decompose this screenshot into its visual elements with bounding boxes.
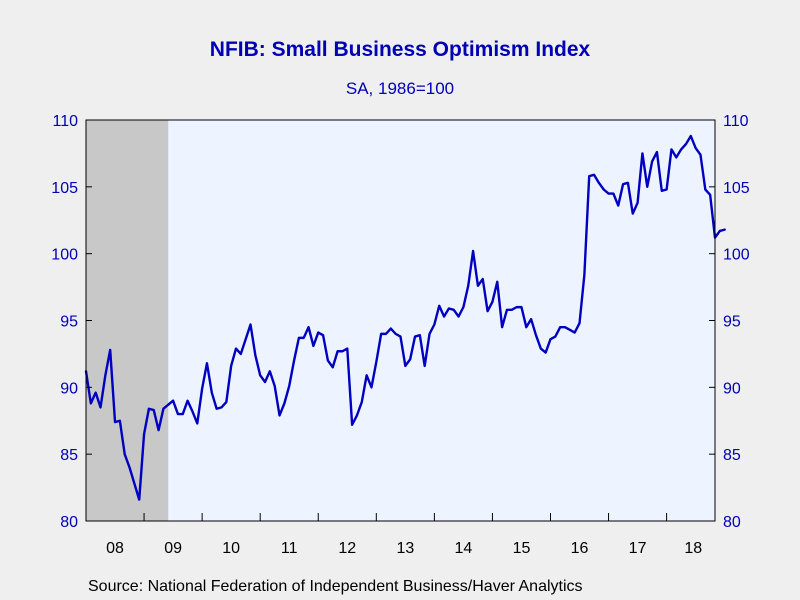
y-tick-label-left: 100 (51, 247, 78, 264)
chart-title: NFIB: Small Business Optimism Index (209, 38, 591, 61)
y-tick-label-right: 105 (723, 180, 750, 197)
source-note: Source: National Federation of Independe… (88, 578, 583, 595)
x-tick-label: 08 (106, 540, 124, 557)
x-tick-label: 17 (629, 540, 647, 557)
x-tick-label: 09 (164, 540, 182, 557)
series-line (84, 134, 726, 501)
y-tick-label-left: 110 (52, 113, 78, 130)
y-tick-label-right: 110 (723, 113, 749, 130)
y-tick-label-left: 85 (60, 447, 78, 464)
y-tick-label-left: 80 (60, 514, 78, 531)
y-tick-label-left: 105 (51, 180, 78, 197)
y-tick-label-right: 80 (723, 514, 741, 531)
x-tick-label: 11 (281, 540, 298, 557)
x-tick-label: 15 (513, 540, 531, 557)
x-tick-label: 10 (222, 540, 240, 557)
y-tick-label-right: 95 (723, 314, 741, 331)
y-tick-label-right: 85 (723, 447, 741, 464)
x-tick-label: 18 (684, 540, 702, 557)
plot-area (86, 120, 715, 521)
y-tick-label-left: 95 (60, 314, 78, 331)
y-tick-label-right: 100 (723, 247, 750, 264)
x-tick-label: 16 (571, 540, 589, 557)
x-tick-label: 12 (338, 540, 356, 557)
chart-subtitle: SA, 1986=100 (345, 79, 455, 98)
y-tick-label-right: 90 (723, 380, 741, 397)
y-tick-label-left: 90 (60, 380, 78, 397)
recession-shading (86, 120, 169, 521)
x-tick-label: 14 (455, 540, 473, 557)
x-tick-label: 13 (396, 540, 414, 557)
